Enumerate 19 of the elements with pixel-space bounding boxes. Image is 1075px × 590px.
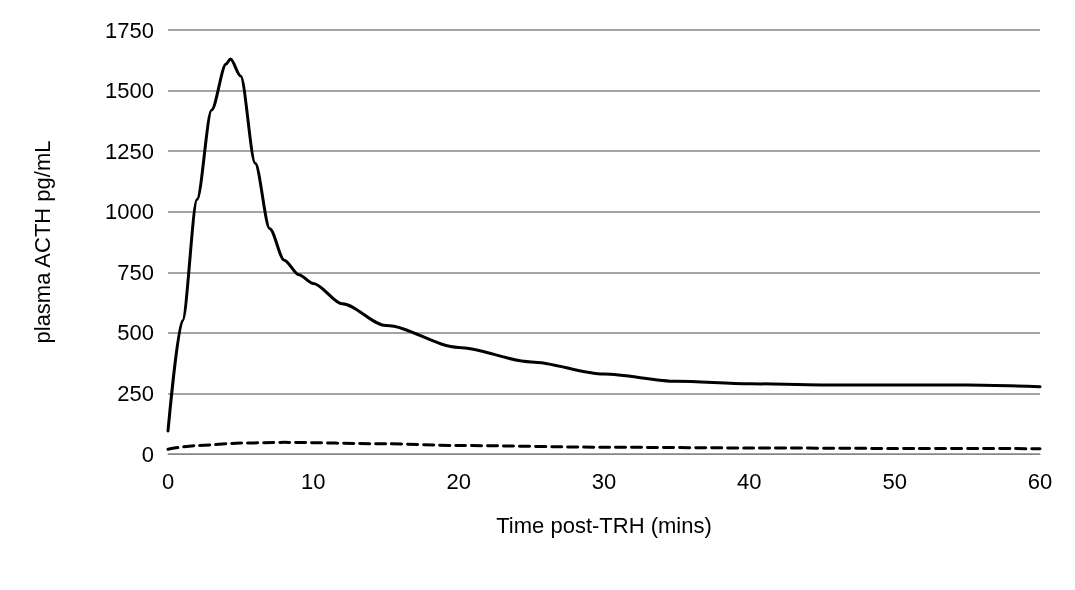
y-tick-label: 1000: [105, 199, 154, 225]
x-tick-label: 40: [737, 468, 762, 494]
x-tick-label: 60: [1027, 468, 1053, 494]
y-axis-title: plasma ACTH pg/mL: [29, 140, 55, 344]
y-tick-label: 1750: [105, 17, 154, 43]
y-tick-label: 1250: [105, 138, 154, 164]
line-series: [166, 440, 1042, 451]
x-tick-label: 20: [446, 468, 471, 494]
y-tick-label: 750: [117, 259, 154, 285]
y-tick-label: 1500: [105, 78, 154, 104]
x-axis-title: Time post-TRH (mins): [496, 512, 712, 538]
x-tick-label: 0: [161, 468, 175, 494]
x-tick-label: 50: [882, 468, 907, 494]
y-tick-label: 250: [117, 380, 154, 406]
x-tick-label: 10: [301, 468, 326, 494]
y-tick-label: 500: [117, 320, 154, 346]
line-series: [166, 57, 1042, 433]
x-tick-label: 30: [591, 468, 617, 494]
y-tick-label: 0: [141, 441, 154, 467]
